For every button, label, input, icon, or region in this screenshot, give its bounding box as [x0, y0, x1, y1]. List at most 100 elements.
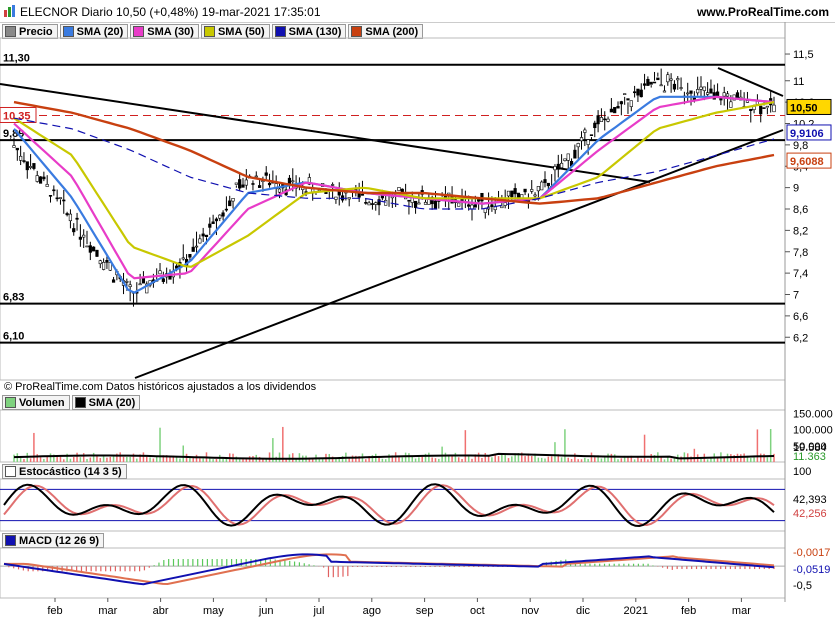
macd-value-tag: -0,0519 [793, 564, 830, 576]
price-tick-label: 8,2 [793, 225, 808, 237]
candle-body [28, 166, 33, 168]
legend-item-macd[interactable]: MACD (12 26 9) [2, 533, 105, 548]
candle-body [576, 143, 580, 148]
dashed-level-tag [0, 106, 37, 123]
candle-body [188, 254, 192, 258]
candle-body [559, 162, 564, 169]
candle-body [58, 197, 63, 199]
candle-body [22, 160, 26, 162]
candle-body [92, 246, 96, 252]
candle-body [367, 202, 371, 206]
candle-body [556, 163, 560, 170]
stoch-legend: Estocástico (14 3 5) [2, 464, 129, 479]
candle-body [636, 88, 640, 96]
candle-body [629, 100, 633, 107]
volume-panel-frame [0, 409, 786, 463]
candle-body [45, 184, 49, 187]
candle-body [105, 260, 109, 263]
price-panel-frame [0, 37, 786, 381]
candle-body [765, 105, 769, 108]
legend-item-vol-sma20[interactable]: SMA (20) [71, 395, 141, 410]
volume-legend: Volumen SMA (20) [2, 395, 142, 410]
volume-tick-label: 100.000 [793, 425, 833, 437]
candle-body [241, 184, 245, 188]
candle-body [35, 175, 39, 182]
candle-body [609, 108, 613, 113]
candle-body [68, 213, 73, 222]
candle-body [533, 194, 537, 197]
candle-body [702, 86, 706, 91]
candle-body [467, 204, 471, 207]
legend-item-sma50[interactable]: SMA (50) [200, 24, 270, 39]
candle-body [267, 182, 272, 186]
x-tick-label: feb [681, 605, 696, 617]
x-tick-label: ago [363, 605, 381, 617]
candle-body [709, 88, 713, 94]
candle-body [729, 101, 733, 108]
candle-body [88, 245, 92, 253]
candle-body [543, 179, 547, 183]
stochastic-lines [0, 483, 785, 528]
sma30-line [13, 95, 775, 280]
candle-body [244, 179, 248, 186]
candle-body [19, 155, 23, 161]
candle-body [616, 105, 620, 109]
candle-body [679, 87, 683, 89]
candle-body [596, 115, 600, 125]
candle-body [204, 234, 209, 238]
candle-body [360, 194, 365, 196]
candle-body [579, 137, 584, 142]
candle-body [676, 78, 680, 81]
candle-body [772, 104, 776, 113]
candle-body [566, 153, 570, 161]
macd-panel-frame [0, 547, 786, 599]
price-tick-label: 7 [793, 290, 799, 302]
candle-body [500, 205, 504, 209]
candle-body [257, 185, 262, 188]
candle-body [72, 228, 76, 233]
candle-body [374, 202, 378, 205]
x-tick-label: dic [576, 605, 591, 617]
moving-averages [13, 95, 775, 294]
candle-body [277, 188, 282, 193]
legend-item-sma200[interactable]: SMA (200) [348, 24, 424, 39]
x-tick-label: 2021 [624, 605, 648, 617]
candle-body [613, 107, 617, 114]
candle-body [138, 283, 142, 286]
candle-body [745, 100, 750, 103]
price-value-tag-label: 10,50 [790, 102, 818, 114]
legend-item-sma130[interactable]: SMA (130) [271, 24, 347, 39]
candle-body [48, 195, 53, 197]
candle-body [214, 218, 219, 222]
candle-body [490, 204, 494, 208]
legend-item-stochastic[interactable]: Estocástico (14 3 5) [2, 464, 127, 479]
swatch-icon [5, 397, 16, 408]
candle-body [95, 249, 99, 257]
sma130-line [13, 117, 775, 210]
candle-body [15, 147, 19, 151]
macd-lines [0, 553, 785, 586]
swatch-icon [74, 397, 86, 408]
candle-body [553, 166, 557, 171]
legend-item-volumen[interactable]: Volumen [2, 395, 70, 410]
price-tick-label: 11,5 [793, 49, 814, 61]
stoch-value-tag: 42,393 [793, 494, 827, 506]
candle-body [586, 139, 590, 145]
candle-body [25, 161, 29, 171]
legend-item-sma20[interactable]: SMA (20) [59, 24, 129, 39]
site-link[interactable]: www.ProRealTime.com [696, 5, 829, 19]
candle-body [221, 212, 225, 217]
candle-body [364, 202, 368, 204]
candle-body [75, 217, 79, 220]
candle-body [510, 190, 514, 198]
x-tick-label: jun [258, 605, 274, 617]
candle-body [589, 134, 594, 136]
candle-body [291, 180, 295, 183]
candle-body [208, 223, 212, 228]
swatch-icon [351, 26, 363, 37]
price-value-tag [786, 152, 832, 169]
chart-header: ELECNOR Diario 10,50 (+0,48%) 19-mar-202… [0, 0, 835, 23]
candle-body [264, 172, 268, 176]
